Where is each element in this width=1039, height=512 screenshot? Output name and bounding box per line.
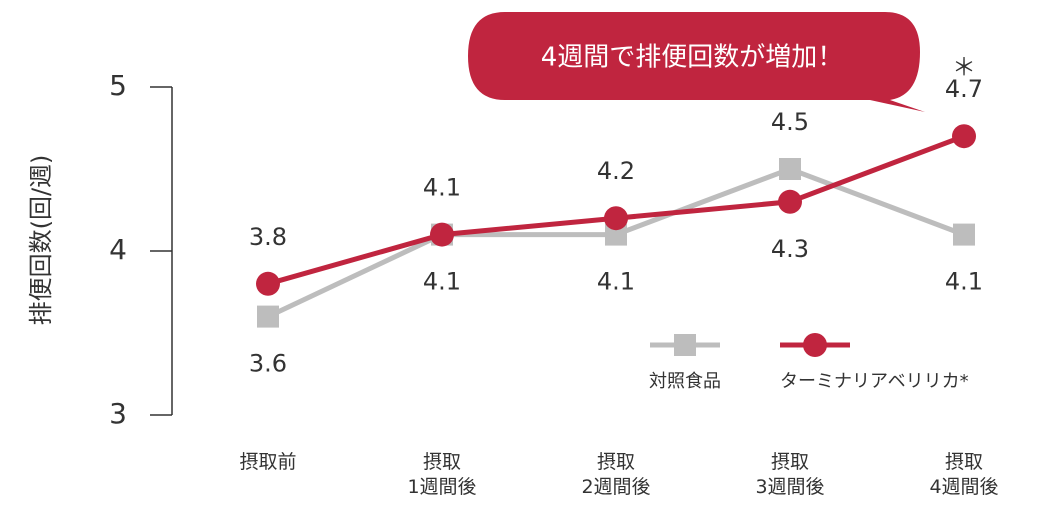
value-label: 4.1 xyxy=(597,268,635,296)
value-label: 4.1 xyxy=(945,268,983,296)
y-tick-label: 3 xyxy=(109,397,127,430)
value-label: 4.3 xyxy=(771,235,809,263)
y-axis-label: 排便回数(回/週) xyxy=(27,155,55,326)
marker xyxy=(430,222,454,247)
x-tick-label: 摂取 1週間後 xyxy=(407,451,476,498)
value-label: 4.5 xyxy=(771,108,809,136)
marker xyxy=(257,305,279,328)
value-label: 3.6 xyxy=(249,350,287,378)
legend-marker xyxy=(674,334,696,356)
legend-marker xyxy=(803,333,827,357)
marker xyxy=(779,158,801,180)
legend-label: 対照食品 xyxy=(649,371,721,392)
value-label: 4.1 xyxy=(423,268,461,296)
callout-bubble xyxy=(468,12,925,112)
value-label: 3.8 xyxy=(249,223,287,251)
significance-mark: ＊ xyxy=(952,53,976,81)
marker xyxy=(953,223,975,246)
marker xyxy=(604,206,628,231)
marker xyxy=(778,189,802,214)
legend-label: ターミナリアベリリカ* xyxy=(780,371,969,392)
x-tick-label: 摂取 4週間後 xyxy=(929,451,998,498)
marker xyxy=(256,271,280,296)
value-label: 4.1 xyxy=(423,174,461,202)
marker xyxy=(952,124,976,149)
value-label: 4.2 xyxy=(597,157,635,185)
marker xyxy=(605,223,627,246)
x-tick-label: 摂取 3週間後 xyxy=(755,451,824,498)
y-tick-label: 5 xyxy=(109,69,127,102)
callout-text: 4週間で排便回数が増加！ xyxy=(541,43,844,73)
x-tick-label: 摂取前 xyxy=(239,451,296,473)
value-label: 4.7 xyxy=(945,75,983,103)
y-tick-label: 4 xyxy=(109,233,127,266)
x-tick-label: 摂取 2週間後 xyxy=(581,451,650,498)
